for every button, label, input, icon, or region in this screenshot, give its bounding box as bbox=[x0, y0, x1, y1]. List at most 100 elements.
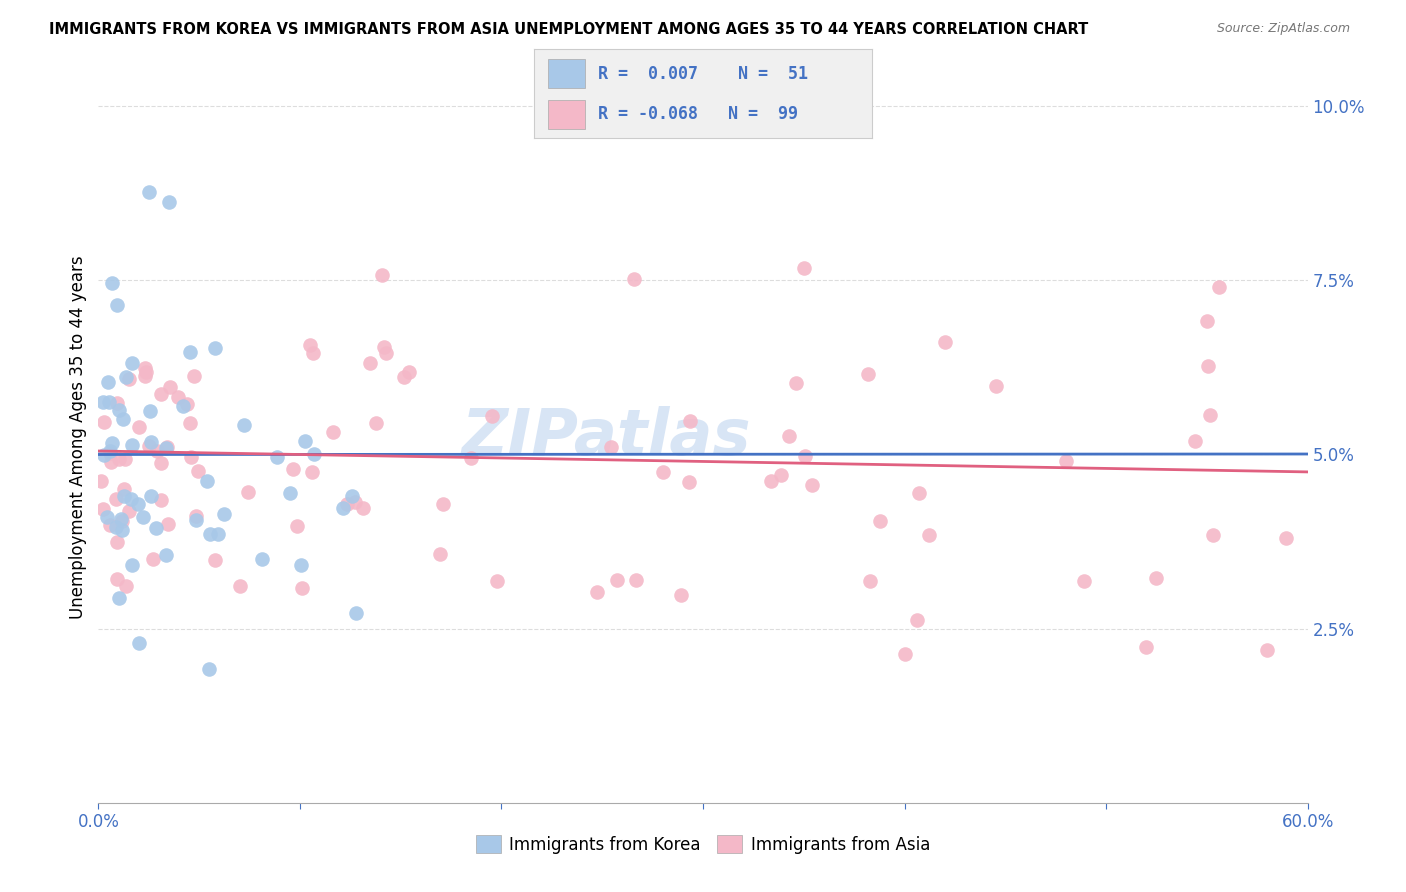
Point bbox=[344, 606, 367, 620]
Point bbox=[141, 435, 163, 450]
Point bbox=[115, 579, 138, 593]
Point bbox=[905, 613, 928, 627]
Point bbox=[290, 558, 312, 572]
Point bbox=[353, 500, 375, 515]
Point bbox=[359, 355, 381, 369]
Point bbox=[180, 450, 202, 465]
Point bbox=[859, 574, 882, 589]
Point bbox=[117, 372, 139, 386]
Text: Source: ZipAtlas.com: Source: ZipAtlas.com bbox=[1216, 22, 1350, 36]
Point bbox=[132, 509, 155, 524]
Point bbox=[138, 439, 160, 453]
Point bbox=[893, 647, 915, 661]
Text: ZIPatlas: ZIPatlas bbox=[461, 406, 751, 468]
Point bbox=[115, 370, 138, 384]
Point bbox=[150, 386, 173, 401]
Point bbox=[371, 268, 394, 282]
Bar bbox=[548, 100, 585, 129]
Point bbox=[121, 356, 143, 370]
Point bbox=[204, 341, 226, 355]
Point bbox=[1199, 409, 1222, 423]
Point bbox=[155, 442, 177, 456]
Point bbox=[100, 446, 122, 460]
Point bbox=[785, 376, 807, 390]
Point bbox=[624, 573, 647, 587]
Point bbox=[678, 414, 700, 428]
Point bbox=[1184, 434, 1206, 449]
Point bbox=[186, 509, 208, 524]
Point bbox=[100, 436, 122, 450]
Point bbox=[93, 448, 115, 462]
Point bbox=[117, 504, 139, 518]
Point bbox=[105, 535, 128, 549]
Point bbox=[139, 404, 162, 418]
Point bbox=[761, 475, 783, 489]
Text: IMMIGRANTS FROM KOREA VS IMMIGRANTS FROM ASIA UNEMPLOYMENT AMONG AGES 35 TO 44 Y: IMMIGRANTS FROM KOREA VS IMMIGRANTS FROM… bbox=[49, 22, 1088, 37]
Point bbox=[112, 490, 135, 504]
Point bbox=[145, 521, 167, 535]
Point bbox=[278, 485, 301, 500]
Point bbox=[98, 517, 121, 532]
Point bbox=[285, 519, 308, 533]
Point bbox=[114, 451, 136, 466]
Point bbox=[121, 558, 143, 572]
Point bbox=[778, 429, 800, 443]
Point bbox=[1202, 528, 1225, 542]
Point bbox=[90, 474, 112, 488]
Point bbox=[652, 465, 675, 479]
Point bbox=[481, 409, 503, 423]
Point bbox=[340, 490, 363, 504]
Point bbox=[281, 462, 304, 476]
Point bbox=[98, 443, 121, 458]
Point bbox=[366, 417, 388, 431]
Point bbox=[856, 368, 879, 382]
Point bbox=[105, 572, 128, 586]
Text: R =  0.007    N =  51: R = 0.007 N = 51 bbox=[599, 64, 808, 83]
Point bbox=[429, 547, 451, 561]
Point bbox=[146, 443, 169, 458]
Point bbox=[233, 418, 256, 433]
Point bbox=[179, 417, 201, 431]
Point bbox=[229, 579, 252, 593]
Point bbox=[1208, 280, 1230, 294]
Point bbox=[250, 551, 273, 566]
Point bbox=[96, 510, 118, 524]
Point bbox=[301, 346, 323, 360]
Point bbox=[167, 390, 190, 404]
Point bbox=[139, 489, 162, 503]
Point bbox=[91, 501, 114, 516]
Point bbox=[108, 452, 131, 467]
Point bbox=[204, 553, 226, 567]
Point bbox=[155, 548, 177, 562]
Point bbox=[127, 497, 149, 511]
Point bbox=[769, 468, 792, 483]
Point bbox=[918, 528, 941, 542]
Point bbox=[266, 450, 288, 465]
Point bbox=[157, 195, 180, 210]
Point bbox=[486, 574, 509, 589]
Point bbox=[332, 500, 354, 515]
Point bbox=[135, 365, 157, 379]
Point bbox=[207, 527, 229, 541]
Point bbox=[869, 514, 891, 528]
Point bbox=[121, 438, 143, 452]
Point bbox=[104, 520, 127, 534]
Point bbox=[322, 425, 344, 439]
Point bbox=[986, 379, 1008, 393]
Point bbox=[1073, 574, 1095, 588]
Point bbox=[111, 412, 134, 426]
Point bbox=[294, 434, 316, 449]
Y-axis label: Unemployment Among Ages 35 to 44 years: Unemployment Among Ages 35 to 44 years bbox=[69, 255, 87, 619]
Point bbox=[793, 449, 815, 463]
Point bbox=[159, 380, 181, 394]
Point bbox=[793, 261, 815, 276]
Point bbox=[908, 485, 931, 500]
Point bbox=[91, 395, 114, 409]
Point bbox=[120, 492, 142, 507]
Point bbox=[301, 465, 323, 479]
Point bbox=[176, 397, 198, 411]
Point bbox=[155, 440, 177, 454]
Point bbox=[302, 447, 325, 461]
Point bbox=[134, 360, 156, 375]
Point bbox=[1275, 532, 1298, 546]
